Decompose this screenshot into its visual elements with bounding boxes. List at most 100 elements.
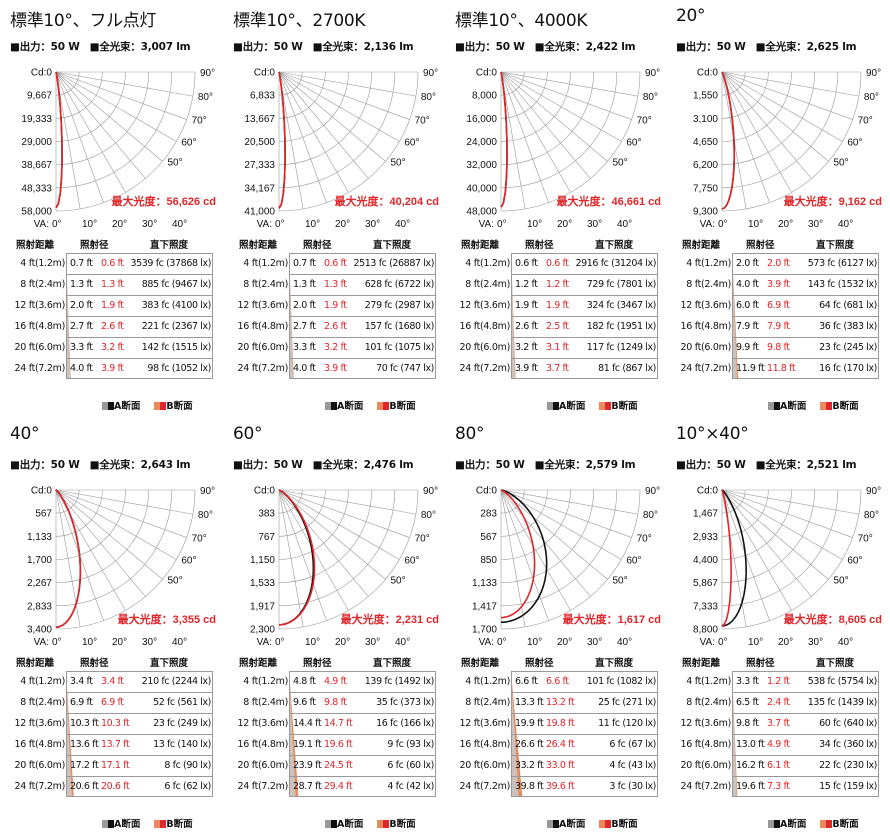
a-diameter: 3.2 ft: [515, 342, 538, 353]
va-label: VA:: [700, 637, 715, 648]
grid-circle: [721, 71, 746, 96]
a-diameter: 2.0 ft: [70, 300, 93, 311]
col-distance-header: 照射距離: [461, 658, 500, 669]
polar-chart: Cd:0 6,833 13,667 20,500 27,333 34,167 41,000 9…: [244, 68, 439, 231]
grid-radial: [278, 71, 369, 179]
row-distance: 20 ft(6.0m): [237, 342, 289, 353]
illuminance-value: 60 fc (640 lx): [819, 718, 877, 729]
row-distance: 8 ft(2.4m): [465, 697, 510, 708]
peak-candela: 最大光度：2,231 cd: [341, 612, 439, 626]
illuminance-value: 143 fc (1532 lx): [807, 279, 878, 290]
b-diameter: 3.7 ft: [546, 363, 569, 374]
col-illuminance-header: 直下照度: [595, 658, 634, 669]
grid-radial: [278, 71, 327, 203]
angle-tick-label: 20°: [112, 637, 127, 648]
row-distance: 16 ft(4.8m): [459, 321, 511, 332]
b-diameter: 1.9 ft: [546, 300, 569, 311]
legend-b-swatch-dark: [826, 402, 833, 410]
angle-tick-label: 30°: [587, 219, 602, 230]
peak-candela: 最大光度：9,162 cd: [784, 194, 882, 208]
b-diameter: 3.2 ft: [101, 342, 124, 353]
illuminance-value: 6 fc (60 lx): [387, 760, 434, 771]
r-tick-label: 283: [480, 509, 497, 520]
angle-tick-label: 90°: [645, 486, 660, 497]
a-diameter: 7.9 ft: [736, 321, 759, 332]
legend-a-swatch-dark: [108, 402, 114, 410]
r-tick-label: 1,133: [27, 532, 52, 543]
angle-tick-label: 30°: [808, 637, 823, 648]
beam-cone: [66, 253, 71, 379]
row-distance: 16 ft(4.8m): [14, 739, 66, 750]
illuminance-value: 81 fc (867 lx): [598, 363, 656, 374]
va-label: VA:: [479, 219, 494, 230]
a-diameter: 14.4 ft: [293, 718, 322, 729]
angle-tick-label: 10°: [527, 219, 542, 230]
r-tick-label: 20,500: [244, 137, 275, 148]
flux-value: 2,579 lm: [585, 459, 636, 471]
angle-tick-label: 60°: [404, 556, 419, 567]
legend-a-label: A断面: [780, 819, 807, 830]
grid-radial: [55, 489, 193, 515]
row-distance: 16 ft(4.8m): [14, 321, 66, 332]
legend-a-label: A断面: [114, 819, 141, 830]
a-diameter: 4.0 ft: [736, 279, 759, 290]
grid-radial: [721, 71, 859, 97]
r-tick-label: 3,100: [693, 114, 718, 125]
angle-tick-label: 10°: [305, 637, 320, 648]
legend-a-swatch-dark: [553, 402, 559, 410]
col-illuminance-header: 直下照度: [150, 240, 189, 251]
angle-tick-label: 70°: [637, 116, 652, 127]
grid-circle: [500, 489, 571, 560]
flux-value: 3,007 lm: [140, 41, 191, 53]
r-tick-label: Cd:0: [476, 486, 498, 497]
peak-candela: 最大光度：46,661 cd: [556, 194, 661, 208]
chart-panel: 20° ■出力：50 W ■全光束：2,625 lm Cd:0 1,550 3,100 4,…: [676, 6, 888, 414]
b-diameter: 6.1 ft: [767, 760, 790, 771]
row-distance: 4 ft(1.2m): [465, 676, 510, 687]
row-distance: 4 ft(1.2m): [20, 676, 65, 687]
r-tick-label: 7,333: [693, 601, 718, 612]
b-diameter: 0.6 ft: [324, 258, 347, 269]
b-diameter: 1.2 ft: [767, 676, 790, 687]
grid-circle: [278, 71, 396, 189]
row-distance: 8 ft(2.4m): [686, 279, 731, 290]
polar-chart: Cd:0 567 1,133 1,700 2,267 2,833 3,400 90° 80° 70…: [27, 486, 216, 649]
grid-circle: [500, 71, 594, 165]
row-distance: 20 ft(6.0m): [14, 760, 66, 771]
va-label: VA:: [700, 219, 715, 230]
chart-title: 60°: [233, 424, 263, 444]
col-diameter-header: 照射径: [303, 240, 332, 251]
col-diameter-header: 照射径: [746, 240, 775, 251]
output-label: ■出力：50 W: [10, 459, 80, 471]
grid-radial: [500, 71, 549, 203]
table-row-divider: [511, 358, 658, 359]
row-distance: 12 ft(3.6m): [14, 718, 66, 729]
angle-tick-label: 30°: [808, 219, 823, 230]
flux-value: 2,476 lm: [363, 459, 414, 471]
a-diameter: 6.5 ft: [736, 697, 759, 708]
row-distance: 12 ft(3.6m): [459, 718, 511, 729]
a-diameter: 20.6 ft: [70, 781, 99, 792]
b-diameter: 9.8 ft: [767, 342, 790, 353]
illuminance-value: 383 fc (4100 lx): [141, 300, 212, 311]
grid-circle: [278, 489, 372, 583]
b-diameter: 4.9 ft: [324, 676, 347, 687]
table-row-divider: [732, 295, 879, 296]
angle-tick-label: 10°: [748, 637, 763, 648]
illuminance-value: 3 fc (30 lx): [609, 781, 656, 792]
grid-radial: [278, 489, 400, 560]
legend-a-label: A断面: [114, 401, 141, 412]
angle-tick-label: 60°: [847, 556, 862, 567]
row-distance: 12 ft(3.6m): [459, 300, 511, 311]
grid-radial: [500, 71, 571, 193]
flux-value: 2,136 lm: [363, 41, 414, 53]
angle-tick-label: 60°: [181, 138, 196, 149]
col-diameter-header: 照射径: [303, 658, 332, 669]
legend-b-swatch-dark: [605, 402, 612, 410]
illuminance-value: 35 fc (373 lx): [376, 697, 434, 708]
angle-tick-label: 80°: [198, 92, 213, 103]
flux-label: ■全光束：: [312, 41, 364, 53]
r-tick-label: 24,000: [466, 137, 497, 148]
chart-title: 10°×40°: [676, 424, 749, 444]
b-diameter: 2.4 ft: [767, 697, 790, 708]
